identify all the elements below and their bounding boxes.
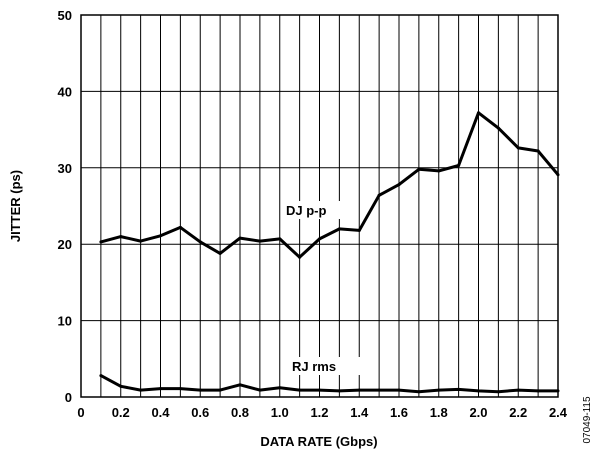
data-point — [139, 388, 143, 392]
x-tick-label: 0 — [77, 405, 84, 420]
series-lines — [99, 111, 560, 394]
dj-series-label: DJ p-p — [286, 203, 327, 218]
data-point — [437, 169, 441, 173]
data-point — [417, 390, 421, 394]
data-point — [318, 237, 321, 241]
data-point — [198, 388, 202, 392]
x-tick-label: 0.6 — [191, 405, 209, 420]
data-point — [477, 111, 480, 115]
data-point — [178, 387, 182, 391]
data-point — [99, 374, 103, 378]
x-tick-label: 0.8 — [231, 405, 249, 420]
data-point — [496, 390, 500, 394]
data-point — [198, 240, 202, 244]
data-point — [318, 388, 321, 392]
data-point — [278, 386, 282, 390]
data-point — [397, 388, 401, 392]
x-tick-label: 1.0 — [271, 405, 289, 420]
y-tick-label: 30 — [58, 161, 72, 176]
x-tick-labels: 0 0.2 0.4 0.6 0.8 1.0 1.2 1.4 1.6 1.8 2.0 2.2 2.4 — [77, 405, 567, 420]
x-tick-label: 0.4 — [151, 405, 170, 420]
y-axis-title: JITTER (ps) — [8, 170, 23, 242]
dj-label-bg — [282, 201, 348, 219]
x-tick-label: 1.2 — [310, 405, 328, 420]
data-point — [337, 389, 341, 393]
x-axis-title: DATA RATE (Gbps) — [260, 434, 377, 449]
data-point — [139, 239, 143, 243]
data-point — [258, 388, 262, 392]
data-point — [556, 389, 560, 393]
data-point — [119, 235, 123, 239]
data-point — [536, 149, 540, 153]
data-point — [516, 388, 520, 392]
data-point — [536, 389, 540, 393]
data-point — [159, 387, 162, 391]
data-point — [437, 388, 441, 392]
data-point — [218, 251, 222, 255]
data-point — [457, 164, 461, 167]
data-point — [218, 388, 222, 392]
data-point — [159, 234, 162, 238]
y-tick-label: 10 — [58, 314, 72, 329]
x-tick-label: 2.4 — [549, 405, 568, 420]
y-tick-label: 50 — [58, 8, 72, 23]
data-point — [298, 255, 302, 259]
plot-frame — [80, 14, 559, 398]
x-tick-label: 1.4 — [350, 405, 369, 420]
x-tick-label: 0.2 — [112, 405, 130, 420]
data-point — [556, 173, 560, 177]
y-tick-label: 20 — [58, 237, 72, 252]
data-point — [99, 240, 103, 244]
series-line-dj-pp — [100, 111, 560, 259]
data-point — [357, 228, 361, 232]
data-point — [258, 239, 262, 243]
data-point — [298, 388, 302, 392]
data-point — [397, 183, 401, 187]
rj-label-bg — [290, 357, 360, 375]
data-point — [337, 227, 341, 231]
data-point — [119, 384, 123, 388]
y-tick-label: 40 — [58, 84, 72, 99]
data-point — [377, 388, 381, 392]
data-point — [417, 167, 421, 171]
data-point — [377, 193, 381, 197]
rj-series-label: RJ rms — [292, 359, 336, 374]
figure-id: 07049-115 — [582, 396, 593, 444]
data-point — [278, 237, 282, 241]
y-tick-label: 0 — [65, 390, 72, 405]
data-point — [496, 126, 500, 130]
x-tick-label: 1.6 — [390, 405, 408, 420]
data-point — [357, 388, 361, 392]
data-point — [178, 225, 182, 229]
data-point — [516, 146, 520, 150]
data-point — [238, 236, 242, 240]
data-point — [238, 383, 242, 387]
data-point — [457, 387, 461, 391]
data-point — [477, 389, 480, 393]
series-line-rj-rms — [100, 374, 558, 394]
x-tick-label: 2.2 — [509, 405, 527, 420]
y-tick-labels: 0 10 20 30 40 50 — [58, 8, 72, 405]
x-tick-label: 2.0 — [469, 405, 487, 420]
x-tick-label: 1.8 — [430, 405, 448, 420]
